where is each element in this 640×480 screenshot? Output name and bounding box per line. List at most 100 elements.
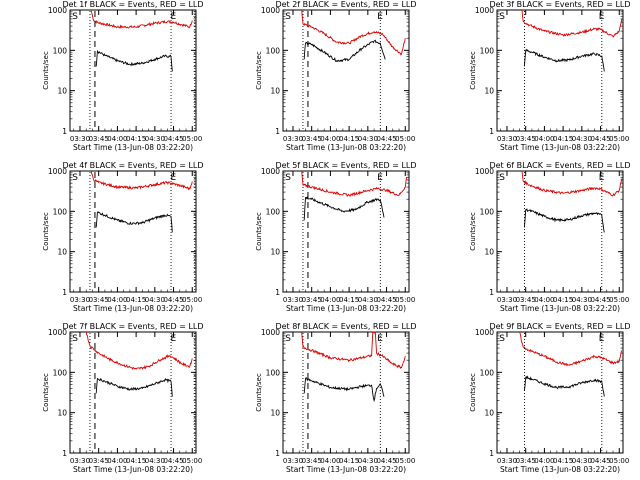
x-tick-label: 04:15: [126, 457, 146, 465]
lld-series-line: [521, 9, 623, 38]
x-axis-label: Start Time (13-Jun-08 03:22:20): [73, 465, 193, 474]
x-tick-label: 04:45: [163, 296, 183, 304]
y-tick-label: 100: [53, 368, 68, 377]
x-tick-label: 04:00: [107, 457, 127, 465]
y-tick-label: 1: [275, 288, 280, 297]
x-axis-label: Start Time (13-Jun-08 03:22:20): [500, 465, 620, 474]
lld-series-line: [90, 170, 193, 191]
y-tick-label: 100: [480, 46, 495, 55]
x-tick-label: 04:15: [126, 296, 146, 304]
x-tick-label: 04:30: [145, 457, 165, 465]
events-series-line: [95, 377, 173, 397]
lld-series-line: [301, 9, 406, 56]
detector-panel: Det 5f BLACK = Events, RED = LLD 1 10 100 10…: [255, 161, 417, 313]
panel-title: Det 4f BLACK = Events, RED = LLD: [62, 161, 203, 170]
x-tick-label: 04:15: [553, 135, 573, 143]
x-tick-label: 03:45: [302, 296, 322, 304]
x-tick-label: 04:00: [320, 296, 340, 304]
x-tick-label: 03:45: [516, 135, 536, 143]
events-series-line: [303, 196, 385, 221]
start-marker: S: [285, 12, 291, 22]
plot-frame: [496, 170, 624, 293]
x-axis-label: Start Time (13-Jun-08 03:22:20): [73, 143, 193, 152]
x-tick-label: 05:00: [609, 135, 629, 143]
x-tick-label: 05:00: [182, 457, 202, 465]
x-tick-label: 04:15: [339, 135, 359, 143]
end-marker: E: [171, 334, 177, 344]
x-tick-label: 05:00: [182, 296, 202, 304]
y-tick-label: 100: [480, 368, 495, 377]
y-tick-label: 1: [62, 127, 67, 136]
plot-frame: [282, 9, 410, 132]
y-axis-label: Counts/sec: [255, 373, 263, 412]
y-tick-label: 100: [53, 207, 68, 216]
x-tick-label: 03:30: [70, 457, 90, 465]
x-tick-label: 03:30: [497, 457, 517, 465]
plot-frame: [282, 331, 410, 454]
detector-panel: Det 1f BLACK = Events, RED = LLD 1 10 100 10…: [42, 0, 204, 152]
y-tick-label: 100: [266, 207, 281, 216]
start-marker: S: [285, 173, 291, 183]
panel-title: Det 2f BLACK = Events, RED = LLD: [275, 0, 416, 9]
x-tick-label: 04:15: [339, 457, 359, 465]
x-tick-label: 05:00: [182, 135, 202, 143]
x-tick-label: 05:00: [395, 296, 415, 304]
x-tick-label: 04:30: [358, 296, 378, 304]
y-axis-label: Counts/sec: [255, 212, 263, 251]
y-tick-label: 1: [275, 449, 280, 458]
lld-series-line: [90, 10, 193, 29]
x-tick-label: 03:45: [89, 296, 109, 304]
plot-frame: [496, 9, 624, 132]
x-tick-label: 05:00: [609, 457, 629, 465]
y-tick-label: 10: [270, 87, 280, 96]
x-tick-label: 03:30: [70, 296, 90, 304]
start-marker: S: [285, 334, 291, 344]
y-tick-label: 1000: [475, 328, 494, 337]
detector-panel: Det 6f BLACK = Events, RED = LLD 1 10 100 10…: [469, 161, 631, 313]
x-tick-label: 04:00: [107, 296, 127, 304]
x-tick-label: 04:45: [163, 135, 183, 143]
x-tick-label: 04:45: [376, 457, 396, 465]
plot-frame: [496, 331, 624, 454]
panel-title: Det 1f BLACK = Events, RED = LLD: [62, 0, 203, 9]
x-tick-label: 04:00: [107, 135, 127, 143]
x-tick-label: 03:45: [302, 457, 322, 465]
x-tick-label: 04:45: [376, 296, 396, 304]
y-tick-label: 10: [57, 248, 67, 257]
x-tick-label: 04:45: [590, 296, 610, 304]
lld-series-line: [521, 170, 623, 197]
y-tick-label: 1000: [261, 328, 280, 337]
x-tick-label: 04:30: [572, 457, 592, 465]
x-tick-label: 03:45: [302, 135, 322, 143]
x-tick-label: 04:30: [358, 135, 378, 143]
y-tick-label: 10: [270, 248, 280, 257]
x-tick-label: 04:45: [590, 457, 610, 465]
y-tick-label: 100: [266, 46, 281, 55]
events-series-line: [523, 48, 605, 72]
x-tick-label: 04:45: [590, 135, 610, 143]
y-tick-label: 1000: [261, 6, 280, 15]
x-tick-label: 04:15: [126, 135, 146, 143]
end-marker: E: [171, 12, 177, 22]
x-tick-label: 04:00: [320, 135, 340, 143]
lld-series-line: [301, 331, 406, 370]
x-tick-label: 03:30: [283, 135, 303, 143]
plot-frame: [282, 170, 410, 293]
events-series-line: [95, 211, 173, 233]
x-tick-label: 04:15: [553, 457, 573, 465]
x-tick-label: 04:00: [534, 457, 554, 465]
start-marker: S: [499, 173, 505, 183]
panel-title: Det 3f BLACK = Events, RED = LLD: [489, 0, 630, 9]
y-axis-label: Counts/sec: [469, 51, 477, 90]
panel-title: Det 9f BLACK = Events, RED = LLD: [489, 322, 630, 331]
x-axis-label: Start Time (13-Jun-08 03:22:20): [286, 143, 406, 152]
x-axis-label: Start Time (13-Jun-08 03:22:20): [500, 143, 620, 152]
y-axis-label: Counts/sec: [42, 51, 50, 90]
x-tick-label: 04:45: [163, 457, 183, 465]
panel-title: Det 5f BLACK = Events, RED = LLD: [275, 161, 416, 170]
y-tick-label: 10: [57, 409, 67, 418]
x-axis-label: Start Time (13-Jun-08 03:22:20): [500, 304, 620, 313]
panel-title: Det 6f BLACK = Events, RED = LLD: [489, 161, 630, 170]
y-tick-label: 10: [484, 409, 494, 418]
lld-series-line: [301, 170, 407, 198]
